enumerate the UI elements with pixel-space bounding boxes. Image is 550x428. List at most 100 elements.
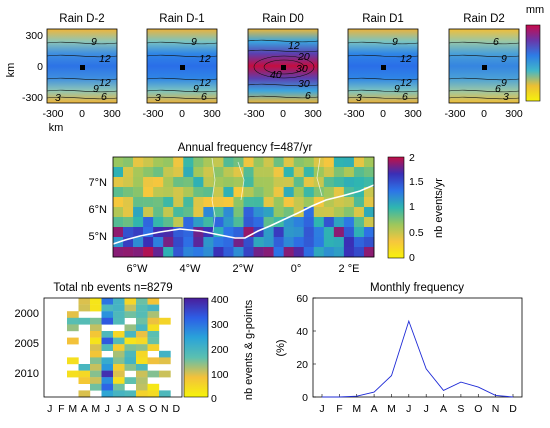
count-cell — [113, 350, 125, 358]
frequency-cell — [123, 177, 134, 188]
monthly-ytick: 40 — [296, 326, 308, 338]
frequency-cell — [303, 207, 315, 218]
count-cell — [90, 364, 102, 371]
frequency-cell — [343, 207, 355, 218]
frequency-cell — [143, 177, 154, 188]
rain-center-marker — [482, 65, 487, 70]
frequency-cell — [273, 227, 284, 238]
frequency-cell — [303, 177, 315, 188]
frequency-cell — [333, 247, 345, 258]
rain-xticks: -300 0 300 -300 0 300 -300 0 300 -300 0 … — [42, 108, 522, 120]
frequency-cell — [213, 217, 224, 228]
frequency-cell — [323, 187, 335, 198]
frequency-cell — [133, 187, 144, 198]
frequency-cell — [283, 217, 294, 228]
frequency-cell — [213, 247, 224, 258]
frequency-cell — [303, 187, 315, 198]
frequency-cell — [273, 167, 284, 178]
contour-line — [347, 77, 419, 81]
frequency-cell — [143, 237, 154, 248]
contour-label: 6 — [201, 91, 207, 103]
count-cell — [67, 317, 79, 325]
rain-xtick: 300 — [203, 108, 221, 120]
frequency-cell — [193, 237, 204, 248]
frequency-cell — [333, 197, 345, 208]
contour-label: 9 — [191, 36, 197, 48]
frequency-cell — [293, 237, 305, 248]
count-cell — [78, 317, 91, 325]
monthly-xtick: A — [440, 403, 447, 415]
frequency-cell — [363, 187, 375, 198]
count-cell — [113, 377, 125, 384]
frequency-cell — [203, 157, 214, 168]
frequency-cell — [163, 217, 174, 228]
rain-xlabel: km — [49, 122, 64, 134]
frequency-cell — [153, 167, 164, 178]
contour-line — [448, 41, 520, 45]
frequency-cell — [203, 187, 214, 198]
frequency-cell — [203, 247, 214, 258]
frequency-cell — [153, 217, 164, 228]
frequency-cell — [223, 157, 234, 168]
frequency-cell — [313, 217, 325, 228]
freq-colorbar-label: nb events/yr — [433, 178, 445, 238]
frequency-cell — [243, 187, 254, 198]
frequency-cell — [283, 157, 294, 168]
frequency-cell — [333, 167, 345, 178]
count-colorbar-tick: 100 — [211, 369, 229, 381]
contour-line — [347, 89, 419, 93]
frequency-cell — [173, 197, 184, 208]
count-cell — [113, 364, 125, 371]
count-cell — [136, 344, 148, 351]
count-cell — [67, 337, 79, 345]
frequency-cell — [173, 167, 184, 178]
frequency-cell — [243, 197, 254, 208]
frequency-cell — [343, 177, 355, 188]
frequency-cell — [313, 167, 325, 178]
frequency-cell — [333, 207, 345, 218]
count-cell — [101, 304, 114, 312]
monthly-xtick: M — [387, 403, 396, 415]
contour-label: 12 — [199, 53, 211, 65]
contour-line — [46, 41, 118, 45]
contour-line — [247, 83, 319, 87]
count-ytick: 2005 — [15, 338, 39, 350]
count-cell — [67, 311, 79, 318]
frequency-cell — [123, 237, 134, 248]
count-cell — [136, 298, 148, 305]
frequency-cell — [363, 167, 375, 178]
frequency-cell — [173, 217, 184, 228]
frequency-cell — [263, 197, 274, 208]
frequency-cell — [163, 167, 174, 178]
frequency-cell — [183, 177, 194, 188]
frequency-cell — [333, 157, 345, 168]
freq-xtick: 2 °E — [339, 263, 360, 275]
frequency-cell — [183, 187, 194, 198]
rain-xtick: 0 — [481, 108, 487, 120]
freq-colorbar-tick: 0.5 — [409, 227, 424, 239]
count-frame — [43, 297, 183, 398]
count-cell — [147, 344, 160, 351]
frequency-cell — [363, 207, 375, 218]
frequency-cell — [273, 237, 284, 248]
contour-label: 40 — [270, 69, 282, 81]
frequency-cell — [253, 187, 264, 198]
frequency-cell — [303, 197, 315, 208]
frequency-cell — [143, 217, 154, 228]
rain-colorbar — [525, 24, 541, 102]
count-cell — [147, 331, 160, 338]
frequency-cell — [183, 227, 194, 238]
frequency-cell — [273, 197, 284, 208]
monthly-xtick: J — [424, 403, 429, 415]
frequency-cell — [223, 167, 234, 178]
count-xtick: A — [81, 403, 88, 415]
frequency-grid — [113, 157, 375, 258]
contour-label: 6 — [495, 83, 501, 95]
frequency-cell — [193, 197, 204, 208]
frequency-cell — [273, 187, 284, 198]
count-cell — [136, 304, 148, 312]
contour-label: 3 — [356, 92, 362, 104]
count-cell — [147, 370, 160, 378]
frequency-cell — [133, 207, 144, 218]
